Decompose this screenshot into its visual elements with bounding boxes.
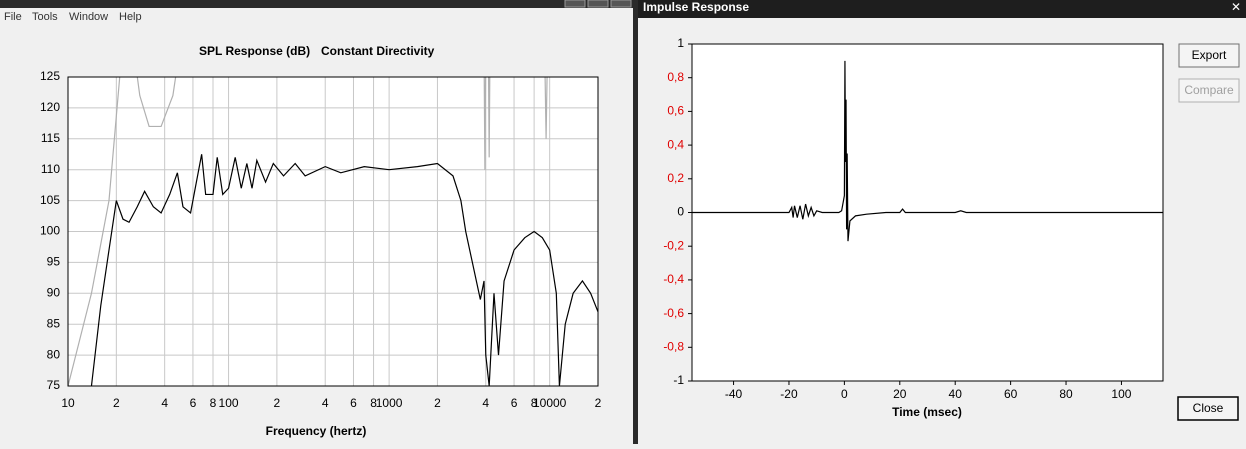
chart-title: SPL Response (dB) <box>199 44 310 58</box>
compare-button[interactable]: Compare <box>1178 78 1240 103</box>
x-tick-label: 100 <box>219 396 239 410</box>
maximize-button[interactable] <box>587 0 609 8</box>
menu-item[interactable]: Tools <box>32 11 58 23</box>
title-bar <box>0 0 633 8</box>
x-tick-label: 6 <box>511 396 518 410</box>
x-tick-label: 100 <box>1111 387 1131 401</box>
button-label[interactable]: Close <box>1193 401 1224 415</box>
y-tick-label: -0,8 <box>663 339 684 353</box>
x-axis-label: Time (msec) <box>892 405 962 419</box>
data-line <box>692 60 1163 242</box>
x-tick-label: -20 <box>780 387 798 401</box>
x-tick-label: 60 <box>1004 387 1018 401</box>
x-tick-label: 0 <box>841 387 848 401</box>
y-tick-label: 0,2 <box>667 171 684 185</box>
y-tick-label: -0,6 <box>663 306 684 320</box>
x-tick-label: 4 <box>482 396 489 410</box>
y-tick-label: 120 <box>40 100 60 114</box>
y-tick-label: 110 <box>41 162 60 176</box>
y-tick-label: 125 <box>40 69 60 83</box>
y-tick-label: -0,2 <box>663 238 684 252</box>
y-tick-label: 95 <box>47 255 61 269</box>
x-tick-label: 8 <box>210 396 217 410</box>
x-tick-label: 8 <box>370 396 377 410</box>
button-label[interactable]: Export <box>1192 48 1227 62</box>
divider <box>633 0 638 444</box>
x-tick-label: 2 <box>595 396 602 410</box>
chart-subtitle: Constant Directivity <box>321 44 435 58</box>
y-tick-label: -0,4 <box>663 272 684 286</box>
x-tick-label: 8 <box>531 396 538 410</box>
menu-item[interactable]: Window <box>69 11 108 23</box>
x-tick-label: 80 <box>1059 387 1073 401</box>
x-axis-label: Frequency (hertz) <box>266 424 367 438</box>
minimize-button[interactable] <box>564 0 586 8</box>
x-tick-label: 4 <box>161 396 168 410</box>
y-tick-label: 80 <box>47 347 61 361</box>
dialog-close[interactable]: ✕ <box>1231 0 1241 14</box>
dialog-title-bar <box>638 0 1246 18</box>
x-tick-label: 6 <box>190 396 197 410</box>
y-tick-label: 75 <box>47 378 61 392</box>
menu-item[interactable]: File <box>4 11 22 23</box>
x-tick-label: 2 <box>113 396 120 410</box>
y-tick-label: 90 <box>47 285 61 299</box>
y-tick-label: 0,4 <box>667 137 684 151</box>
x-tick-label: 40 <box>949 387 963 401</box>
x-tick-label: -40 <box>725 387 743 401</box>
button-label[interactable]: Compare <box>1184 83 1234 97</box>
plot-frame <box>67 76 599 387</box>
y-tick-label: 0 <box>677 205 684 219</box>
x-tick-label: 4 <box>322 396 329 410</box>
x-tick-label: 2 <box>274 396 281 410</box>
y-tick-label: 100 <box>40 224 60 238</box>
y-tick-label: 0,8 <box>667 70 684 84</box>
y-tick-label: 115 <box>41 131 60 145</box>
x-tick-label: 6 <box>350 396 357 410</box>
close-button[interactable]: Close <box>1177 396 1239 421</box>
export-button[interactable]: Export <box>1178 43 1240 68</box>
x-tick-label: 10 <box>61 396 75 410</box>
x-tick-label: 10000 <box>533 396 567 410</box>
y-tick-label: 85 <box>47 316 61 330</box>
x-tick-label: 20 <box>893 387 907 401</box>
plot-frame <box>691 43 1164 382</box>
x-tick-label: 1000 <box>376 396 403 410</box>
y-tick-label: 0,6 <box>667 104 684 118</box>
y-tick-label: -1 <box>673 373 684 387</box>
y-tick-label: 105 <box>40 193 60 207</box>
menu-item[interactable]: Help <box>119 11 142 23</box>
y-tick-label: 1 <box>677 36 684 50</box>
x-tick-label: 2 <box>434 396 441 410</box>
close-button[interactable] <box>610 0 632 8</box>
data-line <box>90 154 598 386</box>
data-line <box>68 77 548 386</box>
dialog-title: Impulse Response <box>643 0 749 14</box>
